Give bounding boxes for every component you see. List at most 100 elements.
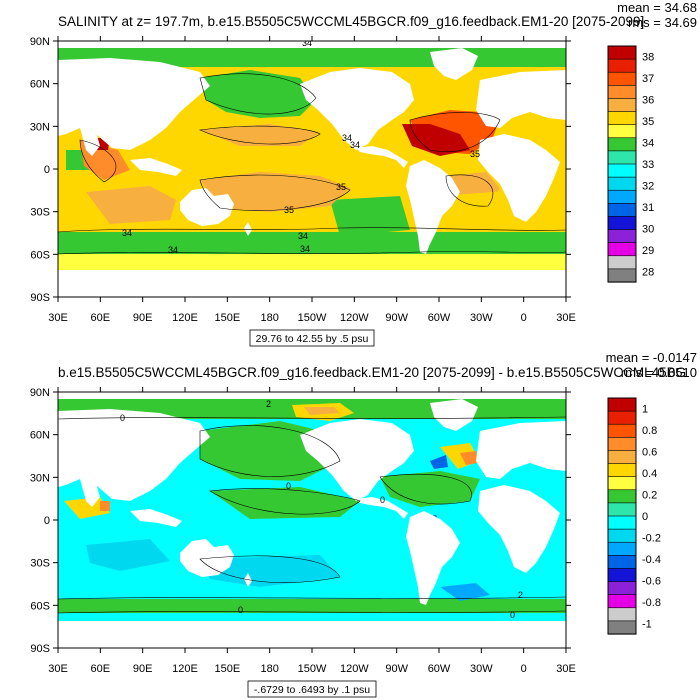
colorbar-swatch	[607, 463, 637, 478]
colorbar-swatch	[607, 528, 637, 543]
range-label: -.6729 to .6493 by .1 psu	[254, 684, 370, 696]
lat-tick-label: 30N	[30, 121, 50, 133]
colorbar-swatch	[607, 397, 637, 412]
contour-label: 35	[470, 149, 480, 159]
range-label: 29.76 to 42.55 by .5 psu	[256, 333, 369, 345]
colorbar-swatch	[607, 568, 637, 583]
lon-tick-label: 30E	[556, 312, 576, 324]
colorbar-swatch	[607, 410, 637, 425]
lat-tick-label: 30S	[30, 558, 50, 570]
colorbar-swatch	[607, 423, 637, 438]
colorbar-swatch	[607, 150, 637, 165]
lon-tick-label: 180	[260, 663, 278, 675]
colorbar-label: 34	[642, 138, 654, 150]
colorbar-label: -0.4	[642, 554, 661, 566]
colorbar-swatch	[607, 176, 637, 191]
lon-tick-label: 150W	[298, 312, 327, 324]
lon-tick-label: 120W	[340, 312, 369, 324]
range-label-box	[249, 329, 375, 347]
colorbar-swatch	[607, 229, 637, 244]
lat-tick-label: 60N	[30, 430, 50, 442]
range-label-box	[247, 680, 377, 698]
rms-label: rms = 0.0510	[621, 365, 697, 380]
colorbar-label: 0.2	[642, 490, 657, 502]
colorbar-swatch	[607, 242, 637, 257]
axis-ticks: 90N 60N 30N 0 30S 60S 90S 30E 60E 90E 120E 150E 180 1…	[30, 36, 576, 324]
lat-tick-label: 0	[44, 164, 50, 176]
colorbar-swatch	[607, 437, 637, 452]
colorbar-label: 35	[642, 116, 654, 128]
lat-tick-label: 60S	[30, 249, 50, 261]
panel-top: SALINITY at z= 197.7m, b.e15.B5505C5WCCM…	[30, 0, 697, 347]
colorbar-swatch	[607, 45, 637, 60]
contour-label: 0	[238, 605, 243, 615]
colorbar-label: 0	[642, 511, 648, 523]
lon-tick-label: 0	[521, 663, 527, 675]
lon-tick-label: 180	[260, 312, 278, 324]
colorbar-swatch	[607, 216, 637, 231]
colorbar-label: 36	[642, 95, 654, 107]
colorbar-label: 29	[642, 245, 654, 257]
lat-tick-label: 90S	[30, 292, 50, 304]
colorbar-swatch	[607, 476, 637, 491]
lon-tick-label: 30W	[470, 312, 493, 324]
contour-label: 34	[298, 231, 308, 241]
colorbar-swatch	[607, 450, 637, 465]
colorbar-swatch	[607, 515, 637, 530]
panel-bottom: b.e15.B5505C5WCCML45BGCR.f09_g16.feedbac…	[30, 350, 697, 698]
colorbar-label: -0.6	[642, 575, 661, 587]
colorbar-label: 0.6	[642, 447, 657, 459]
colorbar-swatch	[607, 98, 637, 113]
colorbar-label: 37	[642, 73, 654, 85]
axis-ticks: 90N 60N 30N 0 30S 60S 90S 30E 60E 90E 120E 150E 180 1…	[30, 387, 576, 675]
panel-title: b.e15.B5505C5WCCML45BGCR.f09_g16.feedbac…	[58, 365, 686, 380]
colorbar: 38 37 36 35 34 33 32 31 30 29 28	[607, 45, 654, 283]
contour-label: 34	[350, 140, 360, 150]
colorbar-swatch	[607, 163, 637, 178]
mean-label: mean = 34.68	[617, 0, 697, 15]
lon-tick-label: 150E	[214, 663, 240, 675]
lon-tick-label: 30E	[556, 663, 576, 675]
colorbar-label: 33	[642, 159, 654, 171]
colorbar-label: 0.4	[642, 468, 657, 480]
colorbar-swatch	[607, 111, 637, 126]
colorbar-swatch	[607, 268, 637, 283]
mean-label: mean = -0.0147	[606, 350, 697, 365]
colorbar-swatch	[607, 620, 637, 635]
lat-tick-label: 0	[44, 515, 50, 527]
contour-label: 35	[284, 205, 294, 215]
lon-tick-label: 90E	[133, 312, 153, 324]
lon-tick-label: 0	[521, 312, 527, 324]
colorbar-swatch	[607, 58, 637, 73]
colorbar-swatch	[607, 189, 637, 204]
colorbar-label: 1	[642, 404, 648, 416]
lon-tick-label: 60E	[91, 663, 111, 675]
lon-tick-label: 30E	[48, 663, 68, 675]
colorbar-swatch	[607, 541, 637, 556]
lon-tick-label: 60W	[428, 312, 451, 324]
colorbar-swatch	[607, 502, 637, 517]
contour-label: 34	[302, 38, 312, 48]
colorbar-swatch	[607, 124, 637, 139]
colorbar-label: -1	[642, 618, 652, 630]
contour-label: 34	[342, 133, 352, 143]
salinity-difference-map: 2 0 0 0 0 2 0	[58, 392, 566, 648]
colorbar-swatch	[607, 255, 637, 270]
colorbar-label: 0.8	[642, 425, 657, 437]
contour-label: 34	[300, 244, 310, 254]
colorbar-swatch	[607, 489, 637, 504]
lon-tick-label: 30E	[48, 312, 68, 324]
rms-label: rms = 34.69	[628, 15, 697, 30]
colorbar-label: -0.2	[642, 532, 661, 544]
contour-labels: 34 34 34 35 35 35 34 34 34 34	[122, 38, 480, 255]
lon-tick-label: 120W	[340, 663, 369, 675]
contour-label: 0	[286, 481, 291, 491]
lon-tick-label: 150E	[214, 312, 240, 324]
lon-tick-label: 30W	[470, 663, 493, 675]
lon-tick-label: 120E	[172, 663, 198, 675]
lon-tick-label: 90W	[385, 312, 408, 324]
contour-label: 34	[168, 245, 178, 255]
contour-label: 35	[336, 182, 346, 192]
colorbar-label: 38	[642, 52, 654, 64]
